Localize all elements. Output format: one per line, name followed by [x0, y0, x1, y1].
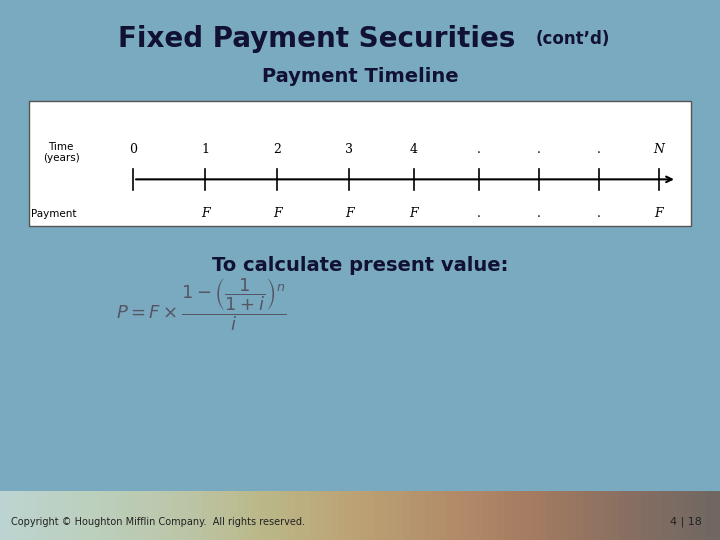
FancyBboxPatch shape — [29, 101, 691, 226]
Text: .: . — [477, 207, 481, 220]
Text: Copyright © Houghton Mifflin Company.  All rights reserved.: Copyright © Houghton Mifflin Company. Al… — [11, 517, 305, 526]
Text: .: . — [536, 144, 541, 157]
Text: .: . — [597, 144, 601, 157]
Text: F: F — [410, 207, 418, 220]
Text: 3: 3 — [345, 144, 354, 157]
Text: Payment: Payment — [31, 209, 77, 219]
Text: $\mathit{P} = \mathit{F} \times \dfrac{1-\left(\dfrac{1}{1+\mathit{i}}\right)^{n: $\mathit{P} = \mathit{F} \times \dfrac{1… — [117, 276, 287, 333]
Text: 4 | 18: 4 | 18 — [670, 516, 702, 527]
Text: F: F — [273, 207, 282, 220]
Text: To calculate present value:: To calculate present value: — [212, 256, 508, 275]
Text: F: F — [201, 207, 210, 220]
Text: F: F — [654, 207, 663, 220]
Text: .: . — [477, 144, 481, 157]
Text: 4: 4 — [410, 144, 418, 157]
Text: Time
(years): Time (years) — [42, 141, 80, 163]
Text: N: N — [653, 144, 665, 157]
Text: .: . — [536, 207, 541, 220]
Text: .: . — [597, 207, 601, 220]
Text: 1: 1 — [201, 144, 210, 157]
Text: F: F — [345, 207, 354, 220]
Text: Fixed Payment Securities: Fixed Payment Securities — [118, 25, 516, 53]
Text: (cont’d): (cont’d) — [535, 30, 610, 48]
Text: 2: 2 — [274, 144, 281, 157]
Text: Payment Timeline: Payment Timeline — [261, 66, 459, 86]
Text: 0: 0 — [129, 144, 138, 157]
